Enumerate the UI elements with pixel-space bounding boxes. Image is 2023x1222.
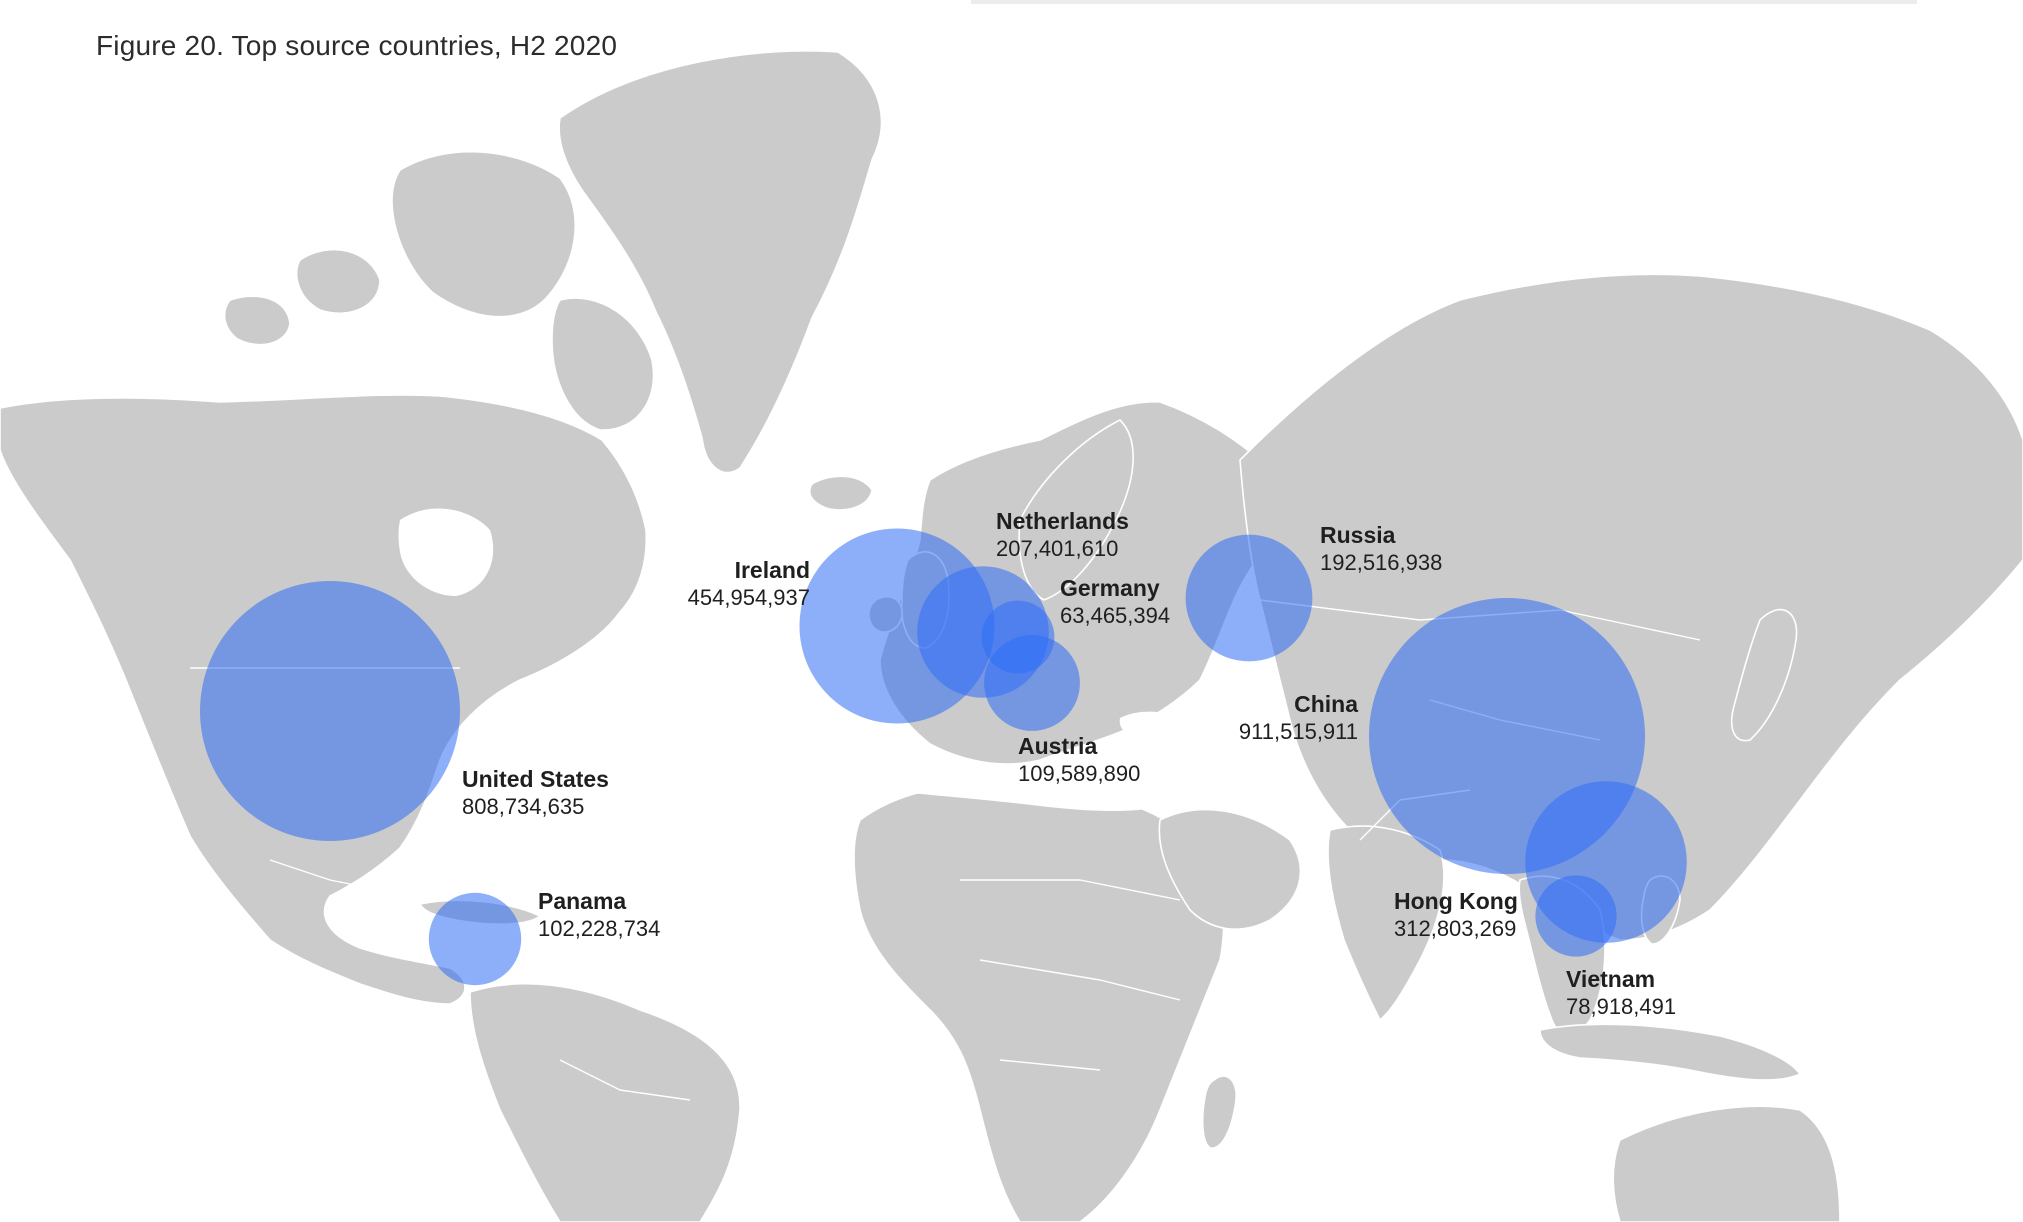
figure-title: Figure 20. Top source countries, H2 2020 — [96, 30, 618, 61]
country-name: Ireland — [734, 557, 810, 583]
bubble-russia — [1185, 534, 1313, 662]
mediterranean-sea — [879, 764, 1170, 811]
landmass-australia — [1612, 1105, 1841, 1222]
country-name: Germany — [1060, 575, 1160, 601]
landmass-japan — [1730, 608, 1798, 742]
country-value: 192,516,938 — [1320, 549, 1443, 575]
country-name: Netherlands — [996, 508, 1129, 534]
label-united-states: United States 808,734,635 — [462, 766, 609, 820]
country-value: 454,954,937 — [687, 584, 810, 610]
country-name: Panama — [538, 888, 627, 914]
label-russia: Russia 192,516,938 — [1320, 522, 1442, 576]
label-panama: Panama 102,228,734 — [538, 888, 660, 942]
label-germany: Germany 63,465,394 — [1060, 575, 1170, 629]
country-value: 808,734,635 — [462, 793, 585, 819]
bubble-vietnam — [1535, 875, 1617, 957]
landmass-greenland — [558, 50, 883, 474]
country-name: Russia — [1320, 522, 1396, 548]
country-name: China — [1294, 691, 1358, 717]
caspian-sea — [1242, 706, 1278, 780]
bubble-layer — [200, 528, 1687, 986]
landmass-south-america — [469, 982, 741, 1222]
landmass-indonesia — [1539, 1023, 1801, 1081]
country-value: 63,465,394 — [1060, 602, 1171, 628]
country-name: Austria — [1018, 733, 1098, 759]
black-sea — [1119, 711, 1184, 741]
bubble-germany — [981, 600, 1055, 674]
label-austria: Austria 109,589,890 — [1018, 733, 1140, 787]
landmass-baffin — [551, 297, 655, 431]
label-netherlands: Netherlands 207,401,610 — [996, 508, 1129, 562]
landmass-arabia — [1158, 808, 1302, 930]
bubble-united-states — [200, 581, 460, 841]
landmass-madagascar — [1201, 1075, 1237, 1149]
label-ireland: Ireland 454,954,937 — [680, 557, 810, 611]
country-value: 78,918,491 — [1566, 993, 1677, 1019]
country-value: 911,515,911 — [1238, 718, 1358, 744]
bubble-panama — [428, 892, 522, 986]
landmass-arctic-small-2 — [223, 295, 291, 346]
hudson-bay — [398, 508, 494, 596]
country-name: Hong Kong — [1394, 888, 1518, 914]
landmass-arctic-small-1 — [295, 248, 381, 315]
label-hong-kong: Hong Kong 312,803,269 — [1394, 888, 1518, 942]
country-value: 312,803,269 — [1394, 915, 1517, 941]
country-value: 207,401,610 — [996, 535, 1119, 561]
label-vietnam: Vietnam 78,918,491 — [1566, 966, 1676, 1020]
landmass-arctic-islands — [391, 150, 577, 318]
top-divider — [971, 0, 1917, 4]
landmass-iceland — [808, 475, 873, 511]
country-value: 109,589,890 — [1018, 760, 1141, 786]
label-china: China 911,515,911 — [1238, 691, 1358, 745]
country-name: Vietnam — [1566, 966, 1656, 992]
country-value: 102,228,734 — [538, 915, 661, 941]
country-name: United States — [462, 766, 609, 792]
